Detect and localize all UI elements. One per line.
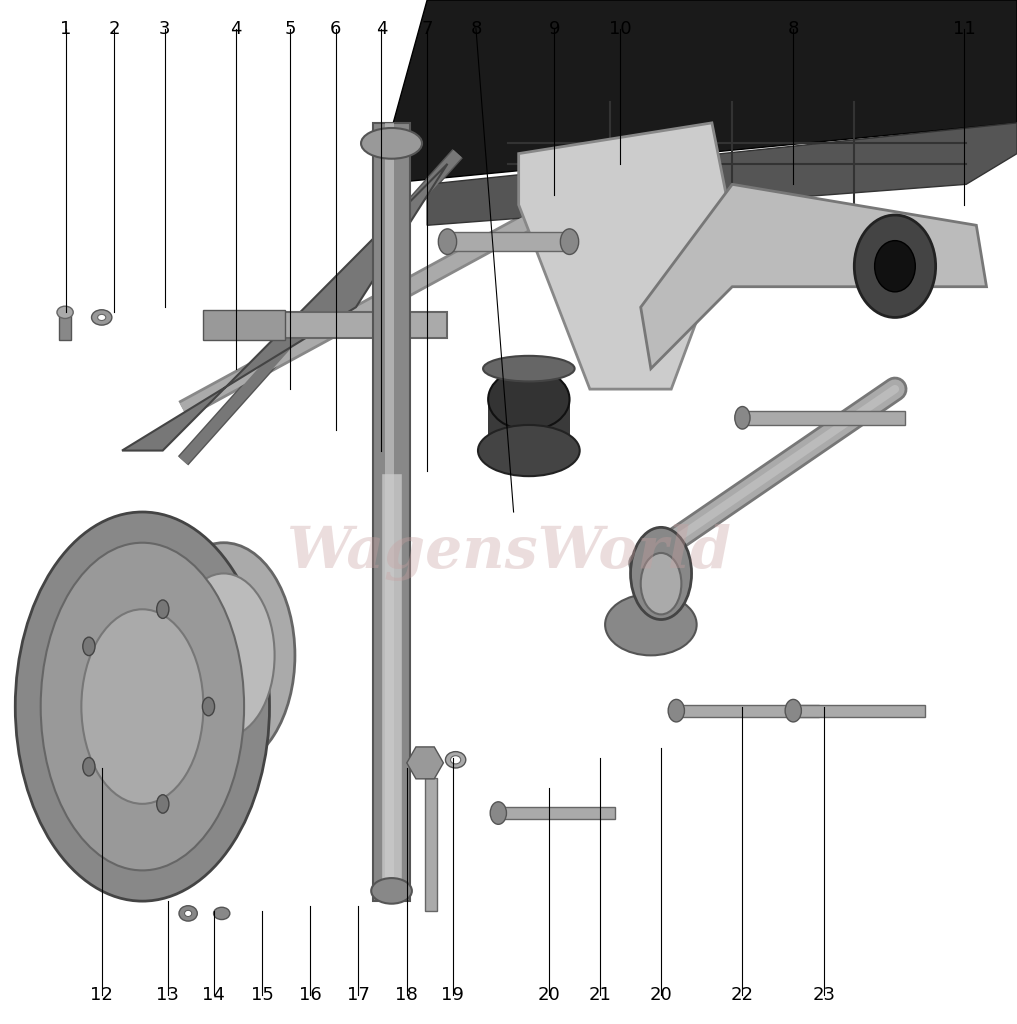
Bar — [676, 705, 819, 717]
Text: 6: 6 — [330, 19, 342, 38]
Ellipse shape — [179, 906, 197, 922]
Text: 21: 21 — [589, 986, 611, 1005]
Ellipse shape — [785, 699, 801, 722]
Ellipse shape — [81, 609, 203, 804]
Text: 5: 5 — [284, 19, 296, 38]
Ellipse shape — [202, 697, 215, 716]
Bar — [373, 123, 410, 901]
Ellipse shape — [478, 425, 580, 476]
Polygon shape — [427, 123, 1017, 225]
Bar — [742, 411, 905, 425]
Ellipse shape — [173, 573, 275, 737]
Polygon shape — [407, 746, 443, 779]
Ellipse shape — [41, 543, 244, 870]
Text: 9: 9 — [548, 19, 560, 38]
Ellipse shape — [445, 752, 466, 768]
Bar — [498, 807, 615, 819]
Text: 2: 2 — [108, 19, 120, 38]
Text: 20: 20 — [538, 986, 560, 1005]
Ellipse shape — [641, 553, 681, 614]
Polygon shape — [641, 184, 986, 369]
Text: 8: 8 — [787, 19, 799, 38]
Polygon shape — [122, 164, 447, 451]
Ellipse shape — [668, 699, 684, 722]
Bar — [488, 399, 570, 451]
Text: 15: 15 — [251, 986, 274, 1005]
Ellipse shape — [153, 543, 295, 768]
Text: 7: 7 — [421, 19, 433, 38]
Ellipse shape — [438, 229, 457, 254]
Ellipse shape — [57, 306, 73, 318]
Text: 17: 17 — [347, 986, 369, 1005]
Ellipse shape — [371, 878, 412, 903]
Ellipse shape — [214, 907, 230, 920]
Ellipse shape — [451, 756, 461, 764]
Ellipse shape — [92, 310, 112, 326]
Text: 19: 19 — [441, 986, 464, 1005]
Polygon shape — [376, 0, 1017, 184]
Text: WagensWorld: WagensWorld — [286, 524, 731, 582]
Ellipse shape — [631, 527, 692, 620]
Text: 23: 23 — [813, 986, 835, 1005]
Ellipse shape — [361, 128, 422, 159]
Ellipse shape — [157, 795, 169, 813]
Text: 13: 13 — [157, 986, 179, 1005]
Ellipse shape — [854, 215, 936, 317]
Bar — [381, 473, 402, 901]
Text: 8: 8 — [470, 19, 482, 38]
Text: 18: 18 — [396, 986, 418, 1005]
Bar — [224, 312, 447, 338]
Bar — [59, 311, 71, 340]
Bar — [793, 705, 925, 717]
Ellipse shape — [15, 512, 270, 901]
Ellipse shape — [82, 637, 95, 655]
Bar — [447, 232, 570, 251]
Ellipse shape — [82, 758, 95, 776]
Text: 11: 11 — [953, 19, 975, 38]
Text: 22: 22 — [731, 986, 754, 1005]
Text: 4: 4 — [375, 19, 387, 38]
Ellipse shape — [488, 369, 570, 430]
Text: 4: 4 — [230, 19, 242, 38]
Ellipse shape — [875, 241, 915, 292]
Ellipse shape — [98, 314, 106, 321]
Bar — [203, 310, 285, 340]
Ellipse shape — [734, 407, 750, 429]
Text: 16: 16 — [299, 986, 321, 1005]
Text: 10: 10 — [609, 19, 632, 38]
Text: 12: 12 — [91, 986, 113, 1005]
Text: 20: 20 — [650, 986, 672, 1005]
Ellipse shape — [184, 910, 191, 916]
Text: 3: 3 — [159, 19, 171, 38]
Ellipse shape — [605, 594, 697, 655]
Ellipse shape — [157, 600, 169, 618]
Text: 1: 1 — [60, 19, 72, 38]
Bar — [425, 778, 437, 911]
Text: 14: 14 — [202, 986, 225, 1005]
Ellipse shape — [560, 229, 579, 254]
Polygon shape — [519, 123, 732, 389]
Ellipse shape — [490, 802, 506, 824]
Bar — [385, 123, 394, 901]
Ellipse shape — [483, 356, 575, 382]
